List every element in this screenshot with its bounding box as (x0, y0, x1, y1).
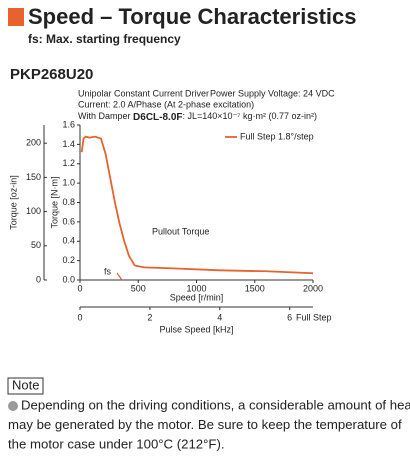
x-tick-label: 2000 (303, 283, 323, 293)
y2-tick-label: 0 (36, 274, 41, 284)
title: Speed – Torque Characteristics (28, 4, 357, 29)
y-tick-label: 1.2 (62, 158, 75, 168)
x2-tick-label: 2 (147, 312, 152, 322)
y2-tick-label: 100 (26, 206, 41, 216)
annotation: Pullout Torque (152, 226, 209, 236)
damper-model: D6CL-8.0F (133, 112, 182, 123)
model: PKP268U20 (10, 66, 93, 83)
driver: Unipolar Constant Current Driver (78, 88, 209, 98)
y-tick-label: 0.4 (62, 236, 75, 246)
x-tick-label: 500 (131, 283, 146, 293)
y2-tick-label: 50 (31, 240, 41, 250)
y-tick-label: 0.8 (62, 197, 75, 207)
x2-tick-label: 4 (217, 312, 222, 322)
x2-label: Pulse Speed [kHz] (159, 324, 233, 334)
note-text: Depending on the driving conditions, a c… (21, 397, 410, 412)
torque-curve (80, 135, 314, 275)
y-tick-label: 0.2 (62, 255, 75, 265)
x2-tick-label: 0 (77, 312, 82, 322)
annotation: fs (104, 266, 112, 276)
current: Current: 2.0 A/Phase (At 2-phase excitat… (78, 99, 254, 109)
legend-label: Full Step 1.8°/step (240, 131, 314, 141)
y-tick-label: 1.0 (62, 178, 75, 188)
damper: With Damper D6CL-8.0F: JL=140×10⁻⁷ kg·m²… (78, 111, 317, 122)
title-marker (8, 8, 24, 26)
y-tick-label: 0.6 (62, 216, 75, 226)
fs-marker (116, 272, 123, 281)
chart: 0.00.20.40.60.81.01.21.41.60501001502000… (8, 119, 331, 334)
damper-label: With Damper (78, 111, 131, 121)
y2-tick-label: 150 (26, 172, 41, 182)
note-bullet (8, 401, 18, 411)
inertia: : JL=140×10⁻⁷ kg·m² (0.77 oz-in²) (182, 111, 317, 121)
x-label: Speed [r/min] (170, 292, 224, 302)
y-tick-label: 1.6 (62, 119, 75, 129)
note-text: the motor case under 100°C (212°F). (8, 436, 225, 451)
note-box (7, 377, 44, 395)
note-text: may be generated by the motor. Be sure t… (8, 417, 402, 432)
y2-label: Torque [oz-in] (8, 175, 18, 230)
y-tick-label: 1.4 (62, 139, 75, 149)
voltage: Power Supply Voltage: 24 VDC (210, 88, 335, 98)
y-label: Torque [N·m] (49, 176, 59, 228)
x-tick-label: 1000 (186, 283, 206, 293)
subtitle: fs: Max. starting frequency (28, 32, 181, 46)
note-label: Note (12, 377, 39, 392)
x-tick-label: 1500 (245, 283, 265, 293)
x2-tick-label: 6 (287, 312, 292, 322)
y-tick-label: 0.0 (62, 274, 75, 284)
x-tick-label: 0 (77, 283, 82, 293)
y2-tick-label: 200 (26, 138, 41, 148)
x2-note: Full Step (296, 312, 332, 322)
